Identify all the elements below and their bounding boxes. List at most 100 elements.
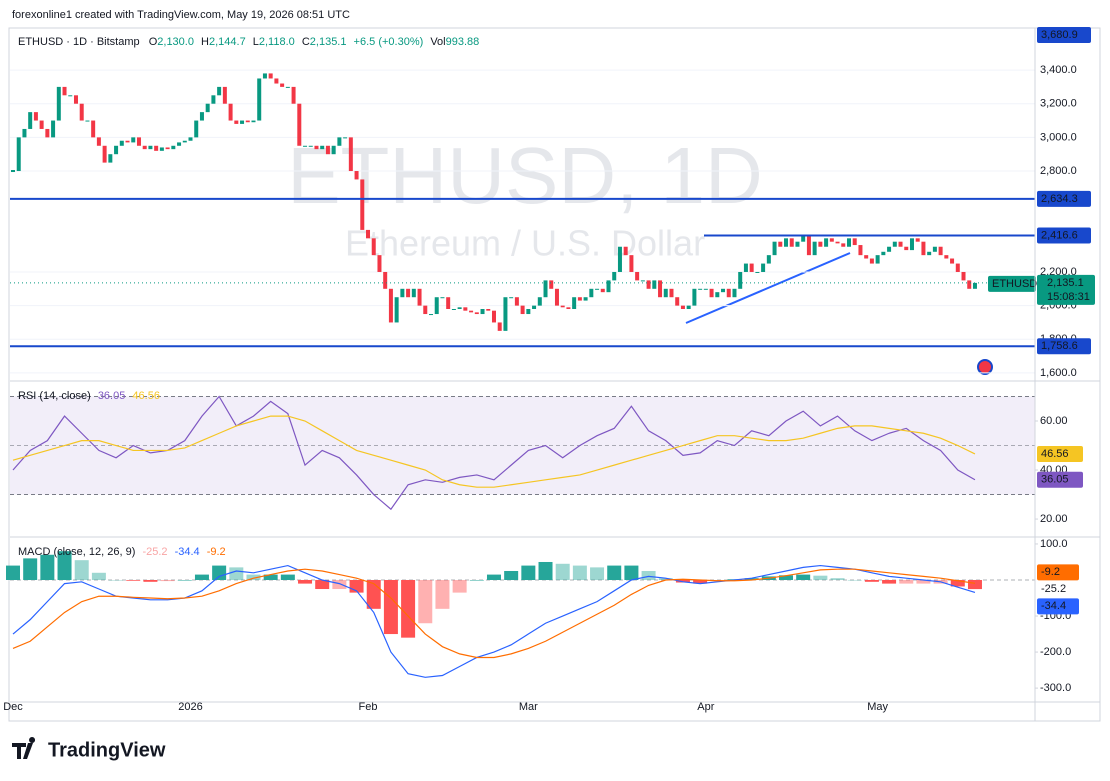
histogram-bar [967, 580, 982, 590]
candle [68, 95, 73, 97]
candle [11, 170, 15, 173]
brand: TradingView [48, 739, 166, 761]
y-tick-label: 2,200.0 [1040, 266, 1077, 278]
candle [154, 145, 159, 151]
candle [784, 238, 789, 247]
candle [411, 288, 416, 298]
candle [348, 137, 353, 172]
histogram-bar [177, 580, 192, 581]
level-label: 1,758.6 [1041, 340, 1078, 352]
candle [789, 238, 794, 247]
candle [360, 179, 365, 230]
candle [217, 86, 222, 96]
candle [646, 280, 651, 289]
candle [520, 305, 525, 315]
candle [257, 78, 262, 121]
histogram-bar [744, 578, 759, 580]
candle [658, 280, 663, 298]
macd-line [12, 564, 976, 678]
rsi-last: 46.56 [1041, 448, 1069, 460]
candle [291, 86, 296, 104]
candle [944, 255, 949, 259]
x-tick-label: May [867, 701, 888, 713]
candle [114, 145, 119, 155]
candle [812, 241, 817, 256]
candle [606, 280, 611, 293]
candle [726, 288, 731, 298]
candle [491, 310, 496, 323]
countdown: 15:08:31 [1047, 291, 1090, 303]
candle [892, 241, 897, 247]
candle [428, 314, 433, 316]
candle [486, 308, 491, 311]
candle [159, 147, 164, 151]
candle [698, 288, 703, 290]
candle [589, 288, 594, 298]
y-tick-label: 60.00 [1040, 415, 1068, 427]
candle [33, 112, 38, 121]
candle [211, 95, 216, 104]
rsi-ma-value: 46.56 [132, 390, 160, 402]
level-label: 2,416.6 [1041, 229, 1078, 241]
legend-key: L [253, 36, 259, 48]
macd-last: -9.2 [1041, 566, 1060, 578]
candle [240, 120, 245, 124]
candle [686, 305, 691, 309]
candle [635, 271, 640, 281]
candle [881, 251, 886, 256]
candle [721, 288, 726, 293]
trend-line [685, 252, 851, 324]
histogram-bar [194, 574, 209, 580]
histogram-bar [160, 580, 175, 582]
histogram-bar [521, 565, 536, 580]
histogram-bar [452, 580, 467, 593]
macd-line [12, 568, 976, 659]
candle [680, 305, 685, 309]
histogram-bar [779, 575, 794, 580]
legend-key: Vol [430, 36, 445, 48]
y-tick-label: 100.0 [1040, 538, 1068, 550]
candle [554, 288, 559, 306]
candle [864, 255, 869, 259]
current-symbol-box [988, 275, 1036, 292]
histogram-bar [899, 580, 914, 584]
candle [961, 271, 966, 281]
candle [423, 305, 428, 315]
watermark-name: Ethereum / U.S. Dollar [345, 223, 705, 264]
candle [136, 137, 141, 146]
histogram-bar [813, 575, 828, 580]
candle [909, 238, 914, 251]
candle [371, 238, 376, 256]
candle [234, 120, 239, 124]
histogram-bar [40, 554, 55, 580]
logo-icon [12, 737, 36, 759]
candle [835, 241, 840, 244]
histogram-bar [109, 580, 124, 581]
candle [182, 140, 187, 143]
candle [703, 288, 708, 290]
candle [383, 271, 388, 289]
candle [955, 263, 960, 272]
hist-value: -25.2 [142, 546, 167, 558]
macd-last: -25.2 [1041, 583, 1066, 595]
candle [222, 86, 227, 104]
candle [125, 140, 130, 143]
frame [8, 27, 1101, 722]
current-price-box [1037, 274, 1095, 305]
y-tick-label: 3,000.0 [1040, 131, 1077, 143]
candle [28, 112, 33, 129]
histogram-bar [315, 580, 330, 590]
candle [497, 322, 502, 331]
candle [108, 154, 113, 163]
rsi-line [12, 395, 976, 511]
candle [904, 246, 909, 251]
candle [509, 297, 514, 299]
candle [617, 246, 622, 272]
candle [165, 147, 170, 150]
histogram-bar [658, 578, 673, 580]
candle [434, 297, 439, 315]
y-tick-label: 2,800.0 [1040, 165, 1077, 177]
rsi-value: 36.05 [98, 390, 126, 402]
y-tick-label: 3,400.0 [1040, 64, 1077, 76]
